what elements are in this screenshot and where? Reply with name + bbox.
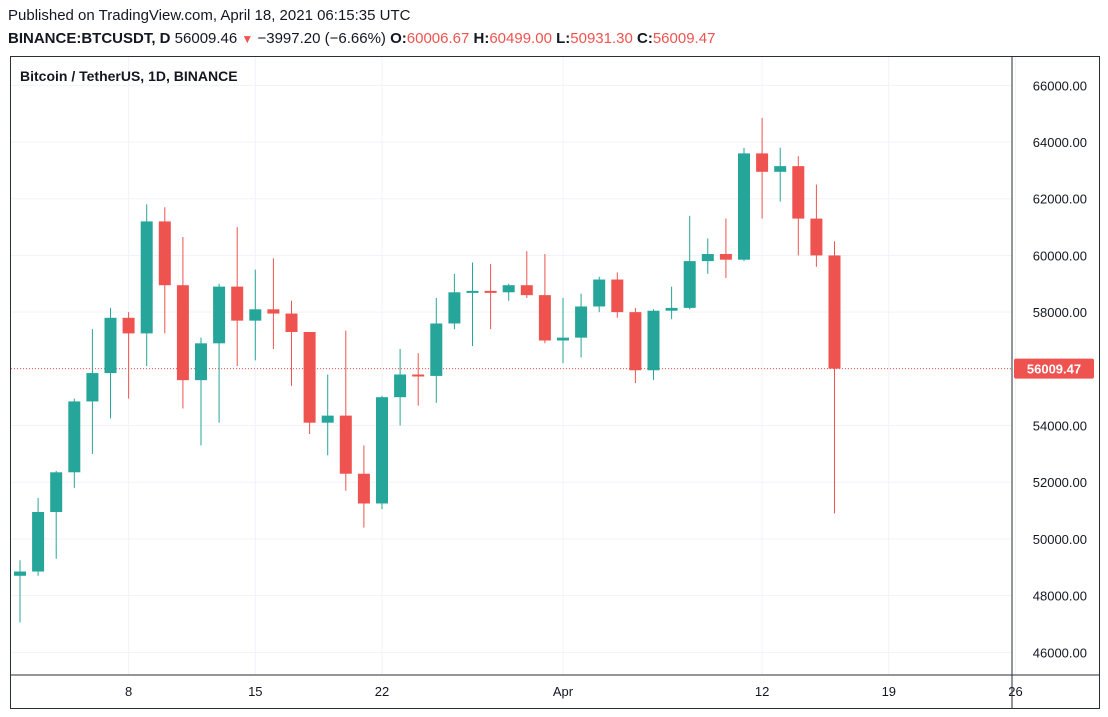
candle-body [32, 511, 45, 572]
candle-body [502, 285, 515, 293]
candle-body [86, 373, 99, 402]
candle-body [647, 310, 660, 371]
y-tick-label: 62000.00 [1033, 192, 1087, 207]
x-tick-label: 26 [1008, 684, 1022, 699]
candle-body [321, 415, 334, 423]
candle-body [810, 218, 823, 256]
x-tick-label: Apr [553, 684, 574, 699]
candle-body [376, 397, 388, 504]
candle-body [195, 343, 207, 381]
x-tick-label: 22 [375, 684, 389, 699]
high-value: 60499.00 [489, 30, 552, 47]
high-label: H: [473, 30, 490, 47]
candle-body [339, 415, 352, 474]
change-value: −3997.20 (−6.66%) [257, 30, 386, 47]
symbol-label: BINANCE:BTCUSDT, D [8, 30, 171, 47]
candle-body [774, 166, 787, 172]
candle-body [756, 153, 769, 172]
candle-body [303, 331, 316, 423]
candle-body [484, 290, 497, 293]
candle-body [575, 306, 588, 338]
y-tick-label: 54000.00 [1033, 419, 1087, 434]
candle-body [267, 309, 280, 314]
y-tick-label: 52000.00 [1033, 475, 1087, 490]
candle-body [828, 255, 841, 369]
candle-body [412, 374, 425, 377]
candle-body [122, 317, 135, 334]
candle-body [538, 295, 551, 341]
close-value: 56009.47 [652, 30, 716, 47]
candle-body [629, 312, 642, 371]
low-label: L: [556, 30, 571, 47]
y-tick-label: 50000.00 [1033, 532, 1087, 547]
chart-title: Bitcoin / TetherUS, 1D, BINANCE [20, 68, 238, 84]
chart-frame [10, 56, 1100, 709]
y-tick-label: 48000.00 [1033, 589, 1087, 604]
candle-body [430, 323, 443, 376]
x-tick-label: 15 [248, 684, 262, 699]
candle-body [701, 254, 714, 262]
candle-body [68, 401, 81, 473]
close-label: C: [637, 30, 653, 47]
candle-body [466, 290, 479, 293]
candle-body [14, 571, 26, 576]
candle-body [285, 313, 298, 332]
last-price-label: 56009.47 [1027, 362, 1081, 377]
candle-body [520, 285, 533, 296]
candle-body [140, 221, 153, 334]
candle-body [158, 221, 171, 286]
y-tick-label: 58000.00 [1033, 305, 1087, 320]
y-tick-label: 60000.00 [1033, 248, 1087, 263]
candle-body [738, 153, 750, 260]
candle-body [213, 286, 226, 344]
open-value: 60006.67 [406, 30, 470, 47]
down-triangle-icon: ▼ [241, 32, 254, 46]
quote-line: BINANCE:BTCUSDT, D 56009.46 ▼ −3997.20 (… [8, 30, 715, 47]
open-label: O: [390, 30, 407, 47]
y-tick-label: 66000.00 [1033, 78, 1087, 93]
x-tick-label: 19 [882, 684, 896, 699]
candle-body [792, 166, 805, 219]
candle-body [50, 472, 63, 512]
candle-body [683, 261, 696, 308]
candle-body [665, 307, 678, 311]
last-price: 56009.46 [174, 30, 238, 47]
candle-body [357, 473, 370, 504]
y-tick-label: 64000.00 [1033, 135, 1087, 150]
candle-body [231, 286, 244, 321]
candle-body [448, 292, 461, 324]
candle-body [557, 337, 569, 341]
low-value: 50931.30 [570, 30, 633, 47]
y-tick-label: 46000.00 [1033, 645, 1087, 660]
candle-body [611, 279, 624, 313]
candle-body [593, 279, 606, 307]
x-tick-label: 8 [125, 684, 132, 699]
published-line: Published on TradingView.com, April 18, … [8, 7, 411, 24]
candle-body [104, 317, 117, 374]
candle-body [719, 254, 732, 260]
candle-body [249, 309, 262, 321]
candle-body [394, 374, 407, 398]
x-tick-label: 12 [755, 684, 769, 699]
last-price-badge [1014, 358, 1094, 379]
candle-body [176, 285, 189, 381]
